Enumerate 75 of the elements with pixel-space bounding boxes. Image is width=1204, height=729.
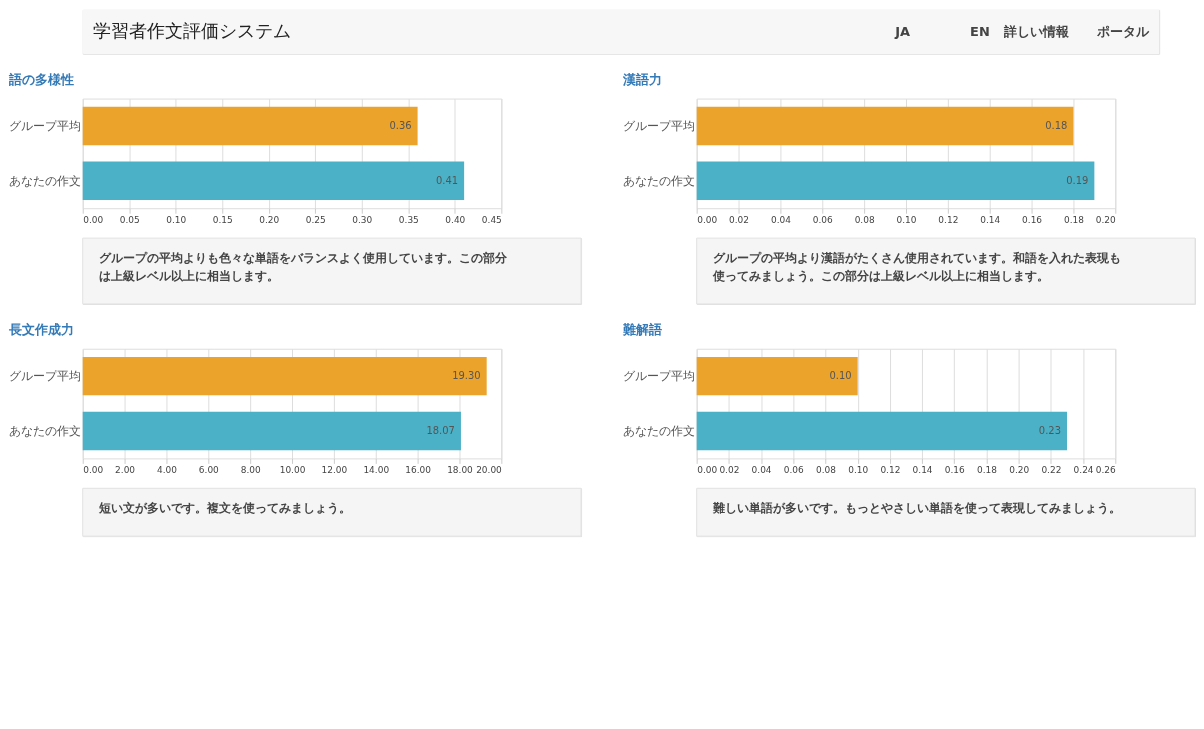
x-tick-label: 0.24 xyxy=(1073,464,1094,475)
x-tick-label: 0.22 xyxy=(1041,464,1062,475)
y-tick-label: グループ平均 xyxy=(623,118,696,133)
x-tick-label: 0.10 xyxy=(166,214,187,225)
x-tick-label: 0.26 xyxy=(1095,464,1117,475)
x-tick-label: 0.30 xyxy=(352,214,373,225)
x-tick-label: 6.00 xyxy=(198,464,220,475)
x-tick-label: 0.40 xyxy=(445,214,466,225)
x-tick-label: 0.06 xyxy=(812,214,834,225)
x-tick-label: 0.08 xyxy=(854,214,875,225)
x-tick-label: 4.00 xyxy=(156,464,178,475)
x-tick-label: 14.00 xyxy=(363,464,390,475)
y-tick-label: グループ平均 xyxy=(623,369,696,384)
x-tick-label: 0.20 xyxy=(1095,214,1117,225)
data-label: 0.18 xyxy=(1045,119,1068,131)
text: EN xyxy=(970,23,990,39)
data-label: 0.41 xyxy=(435,174,459,186)
y-tick-label: グループ平均 xyxy=(9,118,82,133)
data-label: 19.30 xyxy=(452,370,481,382)
y-tick-label: あなたの作文 xyxy=(623,173,696,188)
text: 短い文が多いです。複文を使ってみましょう。 xyxy=(97,501,351,516)
x-tick-label: 0.00 xyxy=(697,214,718,225)
chart-title: 難解語 xyxy=(621,321,662,337)
x-tick-label: 16.00 xyxy=(405,464,432,475)
x-tick-label: 10.00 xyxy=(279,464,306,475)
x-tick-label: 0.05 xyxy=(119,214,140,225)
y-tick-label: あなたの作文 xyxy=(623,423,696,438)
x-tick-label: 0.04 xyxy=(751,464,772,475)
x-tick-label: 0.00 xyxy=(697,464,718,475)
x-tick-label: 12.00 xyxy=(321,464,348,475)
x-tick-label: 0.14 xyxy=(980,214,1001,225)
text: ポータル xyxy=(1096,23,1151,39)
y-tick-label: あなたの作文 xyxy=(9,173,82,188)
x-tick-label: 0.08 xyxy=(815,464,837,475)
text: グループの平均より漢語がたくさん使用されています。和語を入れた表現も使ってみましょう。この部分は上級レベル以上に相当します。 xyxy=(711,251,1121,283)
text: 学習者作文評価システム xyxy=(92,19,291,41)
data-label: 0.19 xyxy=(1066,174,1089,186)
chart-title: 語の多様性 xyxy=(7,71,74,87)
data-label: 18.07 xyxy=(426,424,455,436)
x-tick-label: 0.06 xyxy=(783,464,805,475)
x-tick-label: 0.12 xyxy=(880,464,901,475)
x-tick-label: 0.10 xyxy=(896,214,917,225)
x-tick-label: 0.20 xyxy=(259,214,280,225)
x-tick-label: 0.25 xyxy=(305,214,326,225)
text: 難しい単語が多いです。もっとやさしい単語を使って表現してみましょう。 xyxy=(711,501,1121,516)
x-tick-label: 0.12 xyxy=(938,214,959,225)
x-tick-label: 20.00 xyxy=(476,464,503,475)
x-tick-label: 0.16 xyxy=(944,464,966,475)
x-tick-label: 0.14 xyxy=(912,464,933,475)
x-tick-label: 0.04 xyxy=(770,214,792,225)
data-label: 0.23 xyxy=(1038,424,1062,436)
x-tick-label: 0.02 xyxy=(729,214,750,225)
x-tick-label: 0.18 xyxy=(977,464,998,475)
x-tick-label: 0.10 xyxy=(848,464,869,475)
x-tick-label: 0.02 xyxy=(719,464,740,475)
chart-title: 漢語力 xyxy=(621,71,662,87)
x-tick-label: 0.45 xyxy=(481,214,502,225)
y-tick-label: あなたの作文 xyxy=(9,423,82,438)
data-label: 0.36 xyxy=(389,119,412,131)
x-tick-label: 0.00 xyxy=(83,214,104,225)
y-tick-label: グループ平均 xyxy=(9,369,82,384)
x-tick-label: 0.15 xyxy=(212,214,233,225)
x-tick-label: 0.00 xyxy=(83,464,104,475)
x-tick-label: 8.00 xyxy=(240,464,261,475)
x-tick-label: 0.35 xyxy=(398,214,419,225)
x-tick-label: 0.20 xyxy=(1009,464,1030,475)
data-label: 0.10 xyxy=(829,370,852,382)
chart-title: 長文作成力 xyxy=(7,321,74,337)
x-tick-label: 0.18 xyxy=(1063,214,1085,225)
x-tick-label: 0.16 xyxy=(1022,214,1043,225)
text: 詳しい情報 xyxy=(1003,23,1071,39)
text: グループの平均よりも色々な単語をバランスよく使用しています。この部分は上級レベル以上に相当します。 xyxy=(98,251,508,283)
text: JA xyxy=(894,23,910,39)
x-tick-label: 18.00 xyxy=(447,464,474,475)
x-tick-label: 2.00 xyxy=(115,464,136,475)
